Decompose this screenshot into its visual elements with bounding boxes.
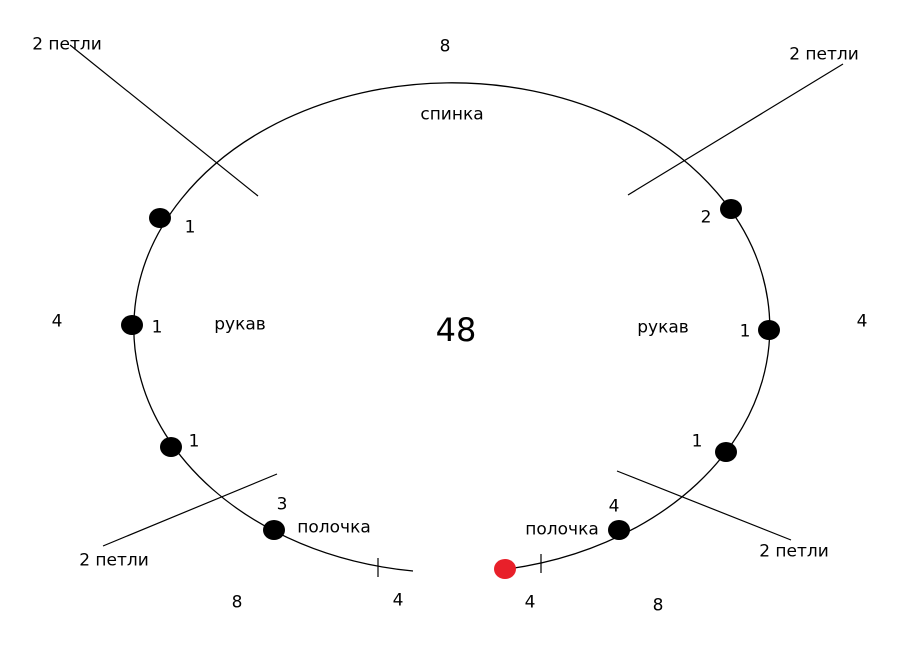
- marker-label: 2: [700, 207, 712, 228]
- marker-label: 1: [739, 321, 751, 342]
- marker-label: 1: [184, 217, 196, 238]
- marker-label: 1: [188, 431, 200, 452]
- right-sleeve-label: рукав: [637, 317, 689, 338]
- raglan-line-bottom-left: [102, 473, 278, 547]
- right-front-label: полочка: [525, 519, 599, 540]
- left-front-label: полочка: [297, 517, 371, 538]
- raglan-line-bottom-right: [616, 470, 792, 541]
- left-sleeve-count: 4: [51, 311, 63, 332]
- raglan-label-top-left: 2 петли: [32, 34, 102, 55]
- raglan-label-top-right: 2 петли: [789, 44, 859, 65]
- right-sleeve-count: 4: [856, 311, 868, 332]
- marker-label: 3: [276, 494, 288, 515]
- left-sleeve-label: рукав: [214, 314, 266, 335]
- marker-label: 1: [151, 317, 163, 338]
- marker-dot: [263, 520, 285, 540]
- marker-dot: [608, 520, 630, 540]
- raglan-line-top-left: [69, 44, 259, 197]
- left-front-count: 8: [231, 592, 243, 613]
- marker-label: 1: [691, 431, 703, 452]
- marker-dot: [149, 208, 171, 228]
- back-label: спинка: [420, 104, 484, 125]
- marker-dot: [121, 315, 143, 335]
- marker-dot: [758, 320, 780, 340]
- left-front-edge-count: 4: [392, 590, 404, 611]
- center-total: 48: [435, 311, 477, 349]
- raglan-label-bottom-left: 2 петли: [79, 550, 149, 571]
- raglan-line-top-right: [627, 63, 844, 196]
- marker-dot: [720, 199, 742, 219]
- start-marker-dot: [494, 559, 516, 579]
- raglan-label-bottom-right: 2 петли: [759, 541, 829, 562]
- right-front-edge-count: 4: [524, 592, 536, 613]
- marker-dot: [715, 442, 737, 462]
- marker-dot: [160, 437, 182, 457]
- right-front-count: 8: [652, 595, 664, 616]
- marker-label: 4: [608, 496, 620, 517]
- back-count: 8: [439, 36, 451, 57]
